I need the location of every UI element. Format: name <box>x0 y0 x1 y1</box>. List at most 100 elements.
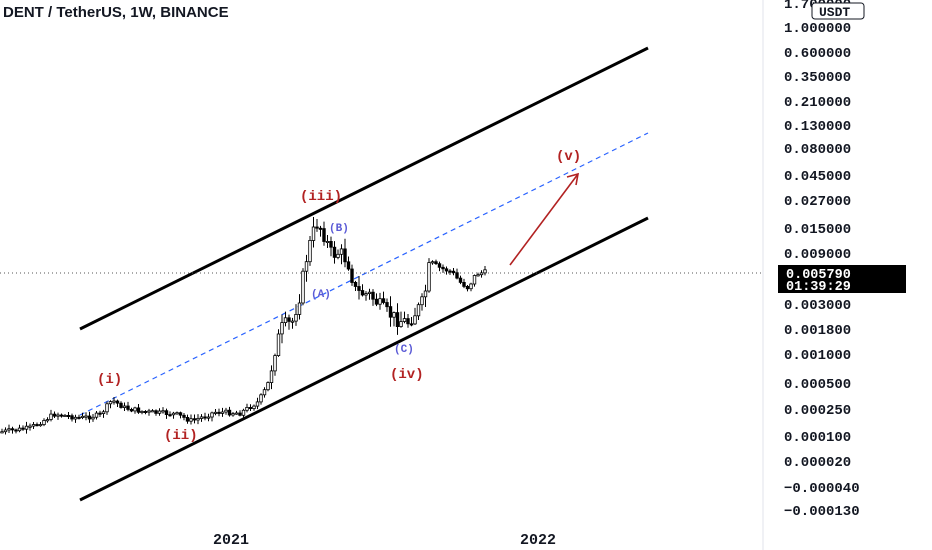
candle-body <box>220 411 225 414</box>
candle-body <box>479 272 484 276</box>
candle-body <box>343 248 347 263</box>
candle-body <box>28 425 32 428</box>
candle-body <box>395 312 400 328</box>
candle-body <box>119 402 123 408</box>
candle-body <box>203 416 207 419</box>
candle-body <box>413 315 417 325</box>
candle-body <box>441 266 445 270</box>
candle-body <box>304 261 309 272</box>
candle-body <box>280 322 284 335</box>
candle-body <box>56 414 60 417</box>
candle-body <box>325 240 330 243</box>
candle-body <box>182 414 186 418</box>
candle-body <box>448 270 452 273</box>
price-tick-label: 0.130000 <box>784 119 851 135</box>
candle-body <box>178 412 183 416</box>
candle-body <box>462 281 466 287</box>
candle-body <box>311 226 316 241</box>
candle-body <box>0 431 4 434</box>
price-tick-label: 0.045000 <box>784 169 851 185</box>
candle-body <box>318 227 323 230</box>
candle-body <box>329 240 333 248</box>
candle-body <box>427 262 431 292</box>
price-axis[interactable]: 1.700000 1.000000 0.600000 0.350000 0.21… <box>784 0 860 520</box>
price-tick-label: 0.000250 <box>784 403 851 419</box>
candle-body <box>224 409 228 413</box>
candle-body <box>420 296 424 306</box>
price-tick-label: 0.000020 <box>784 455 851 471</box>
candle-body <box>360 290 365 296</box>
candle-body <box>136 407 141 413</box>
candle-body <box>434 261 438 265</box>
candle-body <box>122 405 127 409</box>
candle-body <box>406 318 410 325</box>
candle-body <box>87 415 92 420</box>
candle-body <box>227 409 232 416</box>
price-tick-label: 0.210000 <box>784 95 851 111</box>
candle-body <box>63 414 67 417</box>
wave-label-i: (i) <box>97 372 122 388</box>
candle-body <box>129 408 134 412</box>
candle-body <box>66 414 71 417</box>
price-tick-label: 0.080000 <box>784 142 851 158</box>
wave-label-v: (v) <box>556 149 581 165</box>
wave-label-ii: (ii) <box>164 428 198 444</box>
candle-body <box>248 406 253 409</box>
candle-body <box>259 394 263 403</box>
time-axis-label: 2021 <box>213 532 249 549</box>
channel-upper-line[interactable] <box>79 46 649 331</box>
candle-body <box>161 410 165 413</box>
candle-body <box>3 429 8 433</box>
candle-body <box>126 405 130 410</box>
candle-body <box>430 261 435 264</box>
candle-body <box>455 272 459 279</box>
candle-body <box>371 291 375 300</box>
candle-body <box>294 313 298 322</box>
wave-label-a: (A) <box>311 289 331 301</box>
candle-body <box>94 412 99 418</box>
candle-body <box>332 246 337 258</box>
candle-body <box>164 410 169 416</box>
candle-body <box>315 226 319 229</box>
candle-body <box>287 317 291 322</box>
candle-body <box>157 410 162 414</box>
candle-body <box>423 290 428 298</box>
candle-body <box>59 414 64 417</box>
channel-lower-line[interactable] <box>79 216 649 502</box>
current-price-value: 0.005790 <box>786 268 851 283</box>
candle-body <box>241 409 246 416</box>
candle-body <box>402 318 407 322</box>
channel-midline[interactable] <box>79 132 649 416</box>
candle-body <box>45 419 50 422</box>
candle-body <box>301 270 305 304</box>
candle-body <box>7 428 11 431</box>
candle-body <box>98 412 102 415</box>
candle-body <box>175 412 179 415</box>
candle-body <box>273 355 277 372</box>
candle-body <box>14 429 18 432</box>
candle-body <box>350 268 354 283</box>
currency-label: USDT <box>819 5 850 20</box>
candle-body <box>171 412 176 416</box>
candle-body <box>21 427 25 430</box>
candle-body <box>31 424 36 427</box>
candle-body <box>339 248 344 255</box>
projection-arrow-shaft[interactable] <box>509 173 579 266</box>
candle-body <box>91 416 95 420</box>
candle-body <box>189 418 193 422</box>
candle-body <box>409 323 414 326</box>
price-tick-label: 0.015000 <box>784 222 851 238</box>
candle-body <box>154 410 158 414</box>
candle-body <box>196 417 200 421</box>
candle-body <box>245 406 249 411</box>
candle-body <box>378 298 382 305</box>
currency-badge[interactable] <box>811 2 865 20</box>
candle-body <box>416 304 421 317</box>
candle-body <box>112 400 116 403</box>
candle-body <box>80 415 85 418</box>
price-tick-label: 0.003000 <box>784 298 851 314</box>
price-tick-label: 0.027000 <box>784 194 851 210</box>
candle-body <box>213 411 218 414</box>
